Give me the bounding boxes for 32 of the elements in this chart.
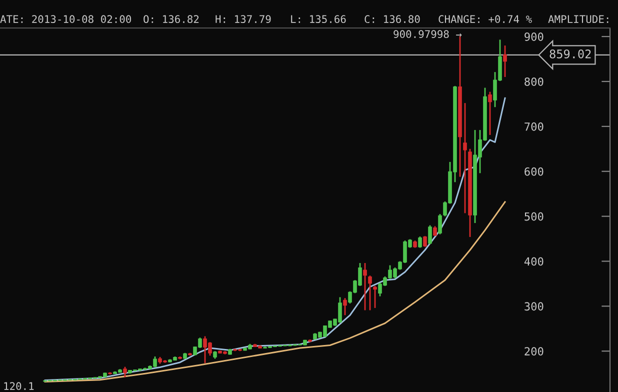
candlestick: [363, 262, 367, 311]
candlestick: [368, 274, 372, 311]
line-series: [44, 201, 506, 382]
candlestick: [123, 366, 127, 378]
text: AMPLITUDE:: [548, 15, 608, 24]
candlestick: [488, 91, 492, 136]
y-tick-label: 200: [524, 347, 544, 356]
y-tick-label: 700: [524, 122, 544, 131]
text: CHANGE: +0.74 %: [438, 15, 532, 24]
candlestick: [433, 225, 437, 237]
candlestick: [428, 224, 432, 245]
y-tick-label: 500: [524, 212, 544, 221]
y-tick-label: 800: [524, 77, 544, 86]
line-series: [44, 97, 506, 382]
y-tick-label: 900: [524, 32, 544, 41]
ref-line-label: 859.02: [550, 49, 591, 58]
text: L: 135.66: [291, 15, 346, 24]
text: 120.1: [4, 382, 34, 390]
text: C: 136.80: [364, 15, 420, 24]
candlestick: [438, 213, 442, 235]
text: H: 137.79: [216, 15, 271, 24]
y-tick-label: 300: [524, 302, 544, 311]
candlestick: [463, 102, 467, 214]
candlestick: [503, 44, 507, 78]
annotation: 900.97998 →: [394, 30, 462, 38]
text: O: 136.82: [144, 15, 199, 24]
candlestick: [423, 235, 427, 248]
candlestick: [343, 297, 347, 316]
y-tick-label: 600: [524, 167, 544, 176]
text: ATE: 2013-10-08 02:00: [0, 15, 132, 24]
y-tick-label: 400: [524, 257, 544, 266]
candlestick: [373, 285, 377, 309]
